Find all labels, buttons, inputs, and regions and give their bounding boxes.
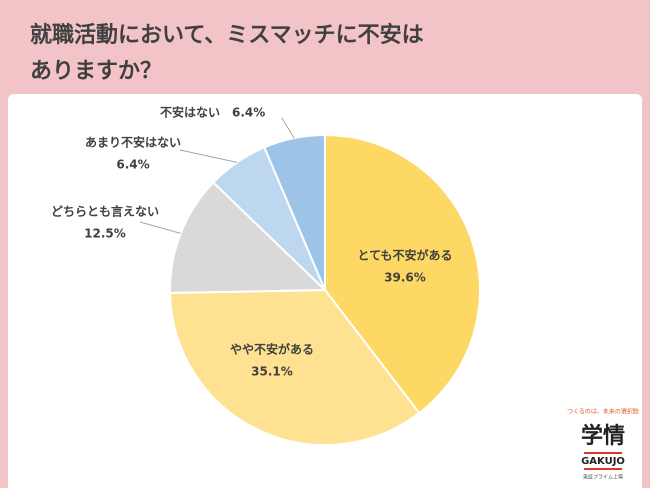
logo-note: 東証プライム上場: [583, 474, 623, 481]
pie: [169, 133, 481, 446]
pie-slice: [169, 181, 328, 294]
category-label: どちらとも言えない: [51, 204, 159, 219]
pie-slice: [263, 133, 326, 291]
value-label: 12.5%: [84, 227, 126, 241]
logo: つくるのは、未来の選択肢 学情 GAKUJO 東証プライム上場: [567, 408, 639, 481]
category-label: 不安はない: [160, 105, 220, 120]
category-label: とても不安がある: [357, 248, 452, 263]
leader-line: [179, 149, 238, 163]
logo-name: 学情: [581, 423, 625, 449]
logo-bar: [584, 452, 622, 454]
value-label: 6.4%: [232, 106, 265, 120]
value-label: 35.1%: [251, 365, 293, 379]
value-label: 39.6%: [384, 271, 426, 285]
logo-bar: [584, 468, 622, 470]
pie-slice: [324, 133, 481, 415]
logo-romaji: GAKUJO: [581, 456, 625, 467]
chart-title: ありますか？: [30, 59, 162, 84]
category-label: あまり不安はない: [85, 135, 181, 150]
logo-tagline: つくるのは、未来の選択肢: [567, 408, 639, 416]
leader-line: [139, 221, 181, 234]
category-label: やや不安がある: [230, 342, 314, 357]
pie-slice: [169, 288, 421, 446]
chart-title: 就職活動において、ミスマッチに不安は: [30, 22, 424, 48]
leader-line: [281, 117, 295, 139]
value-label: 6.4%: [116, 158, 149, 172]
